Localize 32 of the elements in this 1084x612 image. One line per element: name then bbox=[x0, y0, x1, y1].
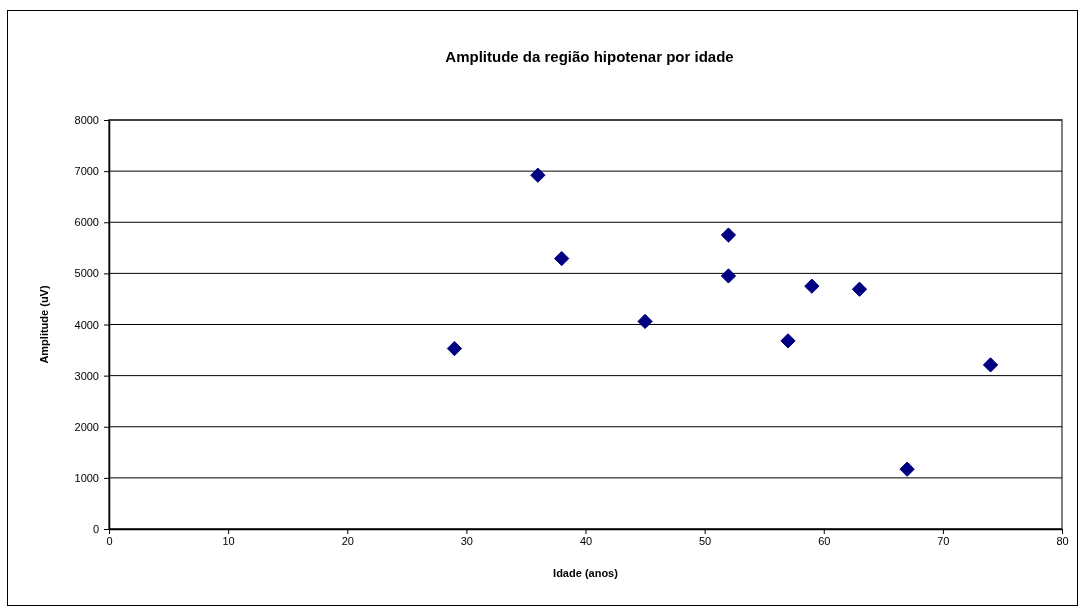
point bbox=[720, 268, 737, 284]
point bbox=[720, 227, 737, 243]
x-tick-label: 30 bbox=[460, 534, 473, 547]
point bbox=[530, 167, 546, 183]
y-tick-label: 5000 bbox=[74, 267, 99, 280]
y-tick-label: 1000 bbox=[74, 471, 99, 484]
point bbox=[899, 461, 915, 477]
point bbox=[804, 278, 820, 294]
x-tick-label: 40 bbox=[579, 534, 593, 547]
y-tick-label: 2000 bbox=[74, 420, 99, 433]
y-tick-label: 4000 bbox=[74, 318, 99, 331]
point bbox=[982, 357, 999, 373]
point bbox=[637, 313, 653, 330]
y-tick-label: 7000 bbox=[74, 165, 99, 178]
x-axis-title: Idade (anos) bbox=[553, 567, 619, 579]
y-axis-title: Amplitude (uV) bbox=[38, 285, 50, 364]
x-tick-label: 10 bbox=[222, 534, 235, 547]
chart-title: Amplitude da região hipotenar por idade bbox=[445, 48, 734, 65]
x-tick-label: 50 bbox=[699, 534, 712, 547]
x-tick-label: 0 bbox=[106, 534, 113, 547]
point bbox=[554, 250, 570, 267]
y-tick-label: 3000 bbox=[74, 369, 99, 382]
x-tick-label: 80 bbox=[1056, 534, 1069, 547]
point bbox=[446, 340, 463, 357]
point bbox=[851, 281, 868, 297]
point bbox=[780, 333, 796, 349]
y-tick-label: 8000 bbox=[74, 114, 99, 127]
x-tick-label: 70 bbox=[937, 534, 950, 547]
y-tick-label: 6000 bbox=[74, 216, 99, 229]
x-tick-label: 60 bbox=[818, 534, 831, 547]
y-tick-label: 0 bbox=[92, 523, 99, 536]
x-tick-label: 20 bbox=[341, 534, 354, 547]
